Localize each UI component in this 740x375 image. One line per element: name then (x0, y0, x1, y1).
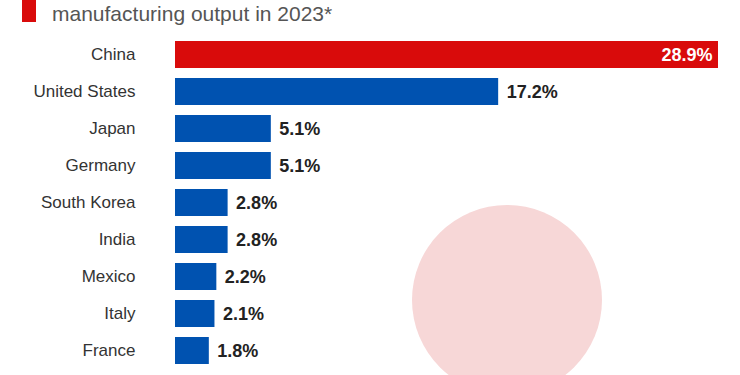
svg-text:United States: United States (33, 82, 135, 101)
svg-text:5.1%: 5.1% (279, 156, 320, 176)
svg-text:China: China (91, 45, 136, 64)
svg-text:17.2%: 17.2% (507, 82, 558, 102)
svg-text:Germany: Germany (66, 156, 136, 175)
svg-text:5.1%: 5.1% (279, 119, 320, 139)
svg-text:2.2%: 2.2% (225, 267, 266, 287)
svg-text:Japan: Japan (89, 119, 135, 138)
svg-text:2.1%: 2.1% (223, 304, 264, 324)
svg-text:South Korea: South Korea (41, 193, 136, 212)
svg-text:28.9%: 28.9% (661, 45, 712, 65)
svg-text:Italy: Italy (104, 304, 136, 323)
svg-text:1.8%: 1.8% (217, 341, 258, 361)
svg-text:2.8%: 2.8% (236, 193, 277, 213)
svg-text:Mexico: Mexico (82, 267, 136, 286)
svg-text:India: India (99, 230, 136, 249)
svg-text:France: France (83, 341, 136, 360)
html-text:manufacturing output in 2023*: manufacturing output in 2023* (52, 2, 333, 25)
svg-text:2.8%: 2.8% (236, 230, 277, 250)
